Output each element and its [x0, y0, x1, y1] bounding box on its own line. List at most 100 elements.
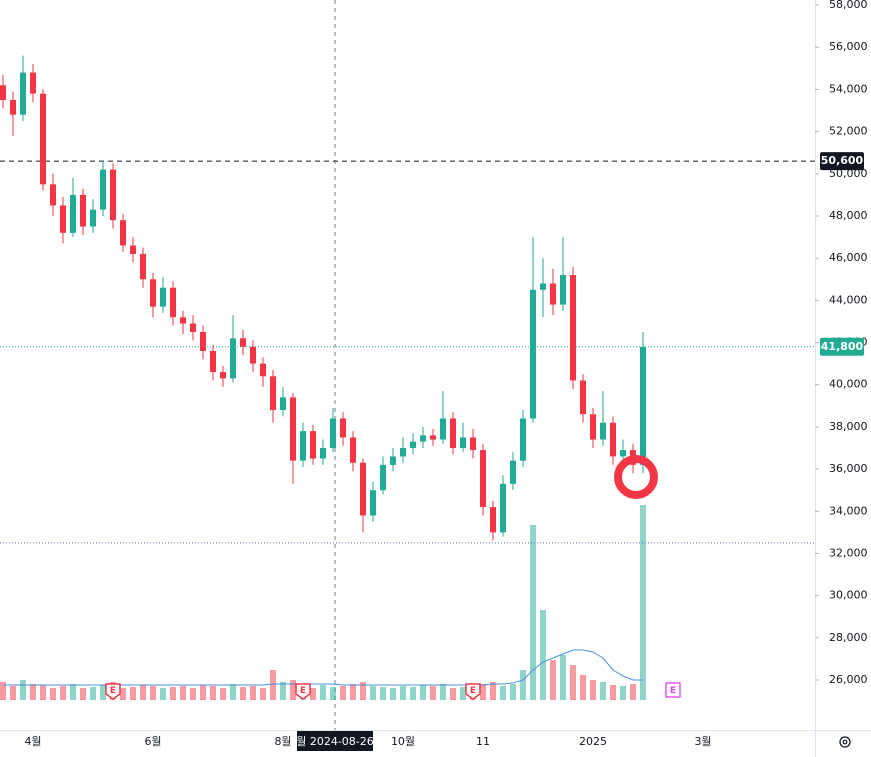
y-tick-label: 48,000: [829, 209, 868, 222]
volume-bar: [210, 686, 216, 700]
volume-bar: [390, 688, 396, 700]
candle-body: [240, 338, 246, 347]
candle-body: [470, 437, 476, 451]
volume-bar: [530, 525, 536, 700]
candle-body: [290, 397, 296, 461]
volume-bar: [160, 688, 166, 700]
candle-body: [360, 462, 366, 516]
candle-body: [130, 245, 136, 254]
candle-body: [610, 422, 616, 457]
candle-body: [460, 437, 466, 448]
volume-bar: [360, 682, 366, 700]
volume-bar: [170, 687, 176, 700]
candle-body: [330, 418, 336, 448]
candle-body: [220, 372, 226, 379]
volume-bar: [550, 660, 556, 700]
candle-body: [190, 323, 196, 332]
candle-body: [410, 441, 416, 448]
candle-body: [320, 447, 326, 459]
candle-body: [200, 331, 206, 351]
x-tick-label: 4월: [24, 735, 41, 748]
earnings-label: E: [670, 686, 676, 696]
candle-body: [580, 380, 586, 415]
volume-bar: [520, 670, 526, 700]
volume-bar: [600, 682, 606, 700]
x-tick-label: 11: [476, 735, 490, 748]
x-tick-label: 8월: [274, 735, 291, 748]
y-tick-label: 34,000: [829, 504, 868, 517]
volume-bar: [90, 687, 96, 700]
volume-bar: [590, 680, 596, 700]
volume-bar: [260, 688, 266, 700]
volume-bar: [420, 685, 426, 700]
volume-bar: [290, 680, 296, 700]
candle-body: [80, 194, 86, 227]
crosshair-label-box: [297, 731, 373, 751]
candle-body: [50, 184, 56, 206]
volume-bar: [20, 680, 26, 700]
y-tick-label: 54,000: [829, 82, 868, 95]
candle-body: [70, 194, 76, 233]
candle-body: [590, 414, 596, 440]
candle-body: [30, 72, 36, 94]
y-tick-label: 58,000: [829, 0, 868, 11]
candle-body: [100, 169, 106, 210]
volume-bar: [620, 686, 626, 700]
volume-bar: [100, 685, 106, 700]
volume-bar: [510, 684, 516, 700]
candle-body: [480, 450, 486, 508]
volume-bar: [440, 684, 446, 700]
candle-body: [180, 317, 186, 324]
volume-bar: [70, 684, 76, 700]
candle-body: [150, 279, 156, 307]
candle-body: [340, 418, 346, 438]
candle-body: [600, 422, 606, 440]
x-tick-label: 3월: [694, 735, 711, 748]
candle-body: [210, 350, 216, 373]
volume-bar: [400, 686, 406, 700]
settings-icon[interactable]: [839, 736, 851, 748]
volume-bar: [410, 687, 416, 700]
candle-body: [570, 275, 576, 381]
volume-bar: [30, 684, 36, 700]
volume-bar: [120, 688, 126, 700]
volume-bar: [310, 688, 316, 700]
volume-bar: [60, 686, 66, 700]
candle-body: [550, 283, 556, 305]
candle-body: [620, 450, 626, 457]
volume-bar: [50, 688, 56, 700]
volume-bar: [380, 687, 386, 700]
candle-body: [420, 435, 426, 442]
volume-bar: [560, 655, 566, 700]
x-tick-label: 2025: [579, 735, 607, 748]
candle-body: [270, 376, 276, 411]
candle-body: [350, 437, 356, 463]
volume-bar: [150, 686, 156, 700]
candle-body: [510, 460, 516, 484]
earnings-label: E: [470, 686, 476, 696]
volume-bar: [240, 687, 246, 700]
candle-body: [20, 72, 26, 115]
y-tick-label: 36,000: [829, 462, 868, 475]
volume-bar: [230, 684, 236, 700]
y-tick-label: 40,000: [829, 378, 868, 391]
candle-body: [490, 507, 496, 533]
y-tick-label: 26,000: [829, 673, 868, 686]
earnings-label: E: [300, 686, 306, 696]
price-level-box: [820, 337, 864, 356]
volume-bar: [340, 686, 346, 700]
candle-body: [160, 287, 166, 307]
earnings-marker: [665, 682, 681, 698]
earnings-marker: [295, 683, 311, 700]
volume-bar: [450, 688, 456, 700]
y-tick-label: 46,000: [829, 251, 868, 264]
highlight-circle: [614, 455, 658, 499]
earnings-label: E: [110, 686, 116, 696]
candle-body: [10, 99, 16, 115]
volume-bar: [490, 682, 496, 700]
volume-bar: [580, 675, 586, 700]
volume-bar: [0, 682, 6, 700]
candle-body: [0, 85, 6, 100]
candle-body: [300, 431, 306, 461]
volume-bar: [220, 688, 226, 700]
